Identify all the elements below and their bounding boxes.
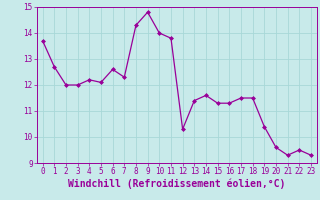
X-axis label: Windchill (Refroidissement éolien,°C): Windchill (Refroidissement éolien,°C) bbox=[68, 179, 285, 189]
